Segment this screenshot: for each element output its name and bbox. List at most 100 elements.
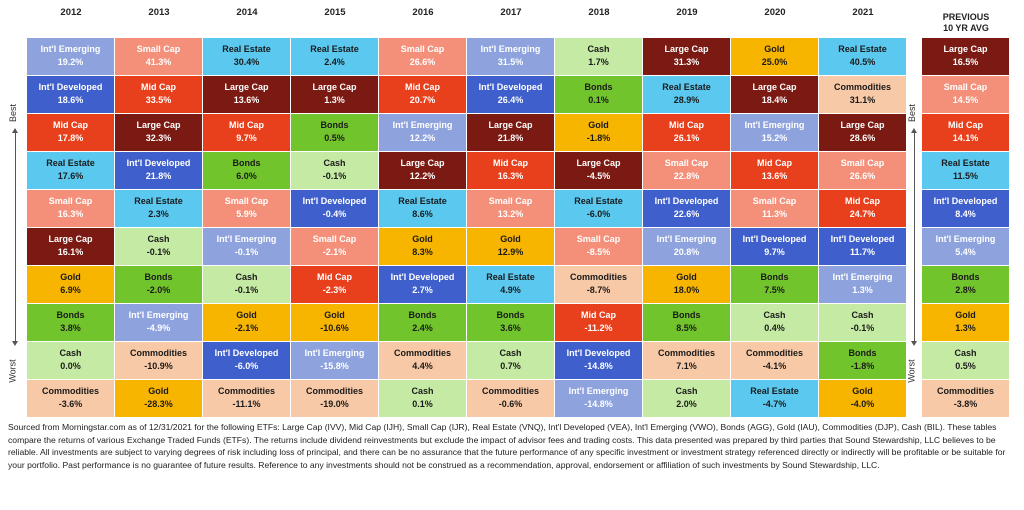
cell-2014-int-l-developed: Int'l Developed -6.0% [203, 342, 290, 379]
cell-2020-commodities: Commodities -4.1% [731, 342, 818, 379]
avg-cell-bonds: Bonds 2.8% [922, 266, 1009, 303]
avg-header-line: 10 YR AVG [943, 23, 989, 33]
cell-return-value: -0.4% [322, 209, 347, 219]
avg-cell-small-cap: Small Cap 14.5% [922, 76, 1009, 113]
cell-2018-small-cap: Small Cap -8.5% [555, 228, 642, 265]
cell-return-value: 1.7% [588, 57, 609, 67]
cell-return-value: 22.6% [673, 209, 700, 219]
cell-2015-real-estate: Real Estate 2.4% [291, 38, 378, 75]
cell-2021-gold: Gold -4.0% [819, 380, 906, 417]
cell-asset-label: Real Estate [46, 158, 95, 168]
avg-cell-int-l-developed: Int'l Developed 8.4% [922, 190, 1009, 227]
cell-return-value: -3.6% [58, 399, 83, 409]
cell-asset-label: Cash [147, 234, 170, 244]
avg-cell-commodities: Commodities -3.8% [922, 380, 1009, 417]
cell-asset-label: Int'l Developed [566, 348, 631, 358]
cell-return-value: 26.4% [497, 95, 524, 105]
returns-quilt-chart: 2012 2013 2014 2015 2016 2017 2018 2019 2020 2021… [8, 7, 1009, 417]
cell-return-value: 8.6% [412, 209, 433, 219]
cell-2021-cash: Cash -0.1% [819, 304, 906, 341]
cell-asset-label: Mid Cap [845, 196, 880, 206]
cell-2018-gold: Gold -1.8% [555, 114, 642, 151]
cell-return-value: 40.5% [849, 57, 876, 67]
cell-return-value: -10.9% [144, 361, 173, 371]
cell-return-value: 2.4% [324, 57, 345, 67]
cell-2016-large-cap: Large Cap 12.2% [379, 152, 466, 189]
cell-2012-gold: Gold 6.9% [27, 266, 114, 303]
cell-2012-mid-cap: Mid Cap 17.8% [27, 114, 114, 151]
cell-asset-label: Commodities [41, 386, 99, 396]
cell-return-value: 0.5% [955, 361, 976, 371]
cell-return-value: 0.1% [412, 399, 433, 409]
cell-2021-bonds: Bonds -1.8% [819, 342, 906, 379]
cell-2017-int-l-emerging: Int'l Emerging 31.5% [467, 38, 554, 75]
cell-2012-large-cap: Large Cap 16.1% [27, 228, 114, 265]
cell-asset-label: Bonds [496, 310, 525, 320]
cell-return-value: 8.4% [955, 209, 976, 219]
cell-asset-label: Int'l Developed [390, 272, 455, 282]
cell-2020-int-l-emerging: Int'l Emerging 15.2% [731, 114, 818, 151]
cell-return-value: 13.6% [233, 95, 260, 105]
cell-2015-large-cap: Large Cap 1.3% [291, 76, 378, 113]
cell-return-value: 31.1% [849, 95, 876, 105]
cell-return-value: 2.0% [676, 399, 697, 409]
cell-asset-label: Bonds [320, 120, 349, 130]
cell-2015-gold: Gold -10.6% [291, 304, 378, 341]
cell-2015-int-l-emerging: Int'l Emerging -15.8% [291, 342, 378, 379]
cell-return-value: -2.1% [322, 247, 347, 257]
avg-cell-large-cap: Large Cap 16.5% [922, 38, 1009, 75]
cell-return-value: -4.0% [850, 399, 875, 409]
cell-return-value: 20.8% [673, 247, 700, 257]
cell-return-value: 0.5% [324, 133, 345, 143]
cell-2014-commodities: Commodities -11.1% [203, 380, 290, 417]
cell-2017-gold: Gold 12.9% [467, 228, 554, 265]
cell-return-value: -1.8% [850, 361, 875, 371]
cell-return-value: 8.3% [412, 247, 433, 257]
cell-2016-small-cap: Small Cap 26.6% [379, 38, 466, 75]
cell-asset-label: Gold [148, 386, 169, 396]
best-label-right: Best [907, 103, 918, 123]
cell-asset-label: Small Cap [224, 196, 269, 206]
cell-return-value: 26.1% [673, 133, 700, 143]
cell-return-value: 15.2% [761, 133, 788, 143]
cell-2021-real-estate: Real Estate 40.5% [819, 38, 906, 75]
cell-2013-small-cap: Small Cap 41.3% [115, 38, 202, 75]
cell-asset-label: Real Estate [662, 82, 711, 92]
cell-return-value: 31.3% [673, 57, 700, 67]
cell-2014-mid-cap: Mid Cap 9.7% [203, 114, 290, 151]
cell-return-value: 13.6% [761, 171, 788, 181]
cell-asset-label: Bonds [232, 158, 261, 168]
cell-return-value: 11.3% [761, 209, 788, 219]
cell-2013-real-estate: Real Estate 2.3% [115, 190, 202, 227]
cell-asset-label: Bonds [672, 310, 701, 320]
cell-2018-int-l-emerging: Int'l Emerging -14.8% [555, 380, 642, 417]
cell-2013-int-l-developed: Int'l Developed 21.8% [115, 152, 202, 189]
avg-cell-mid-cap: Mid Cap 14.1% [922, 114, 1009, 151]
cell-asset-label: Small Cap [576, 234, 621, 244]
cell-2014-int-l-emerging: Int'l Emerging -0.1% [203, 228, 290, 265]
cell-return-value: 1.3% [955, 323, 976, 333]
cell-asset-label: Int'l Emerging [304, 348, 365, 358]
cell-2012-commodities: Commodities -3.6% [27, 380, 114, 417]
cell-asset-label: Int'l Developed [126, 158, 191, 168]
cell-return-value: 8.5% [676, 323, 697, 333]
cell-2016-int-l-developed: Int'l Developed 2.7% [379, 266, 466, 303]
cell-2020-large-cap: Large Cap 18.4% [731, 76, 818, 113]
cell-asset-label: Large Cap [136, 120, 181, 130]
cell-2020-cash: Cash 0.4% [731, 304, 818, 341]
source-footnote: Sourced from Morningstar.com as of 12/31… [8, 422, 1006, 470]
cell-2018-real-estate: Real Estate -6.0% [555, 190, 642, 227]
cell-asset-label: Commodities [481, 386, 539, 396]
cell-2017-bonds: Bonds 3.6% [467, 304, 554, 341]
year-header-2013: 2013 [148, 7, 170, 18]
cell-return-value: -4.5% [586, 171, 611, 181]
cell-return-value: 16.1% [57, 247, 84, 257]
arrow-down-icon [911, 341, 917, 346]
year-header-2019: 2019 [676, 7, 698, 18]
cell-asset-label: Real Estate [310, 44, 359, 54]
arrow-up-icon [12, 128, 18, 133]
cell-return-value: 5.4% [955, 247, 976, 257]
cell-return-value: -11.2% [584, 323, 613, 333]
cell-return-value: 2.8% [955, 285, 976, 295]
cell-asset-label: Gold [852, 386, 873, 396]
